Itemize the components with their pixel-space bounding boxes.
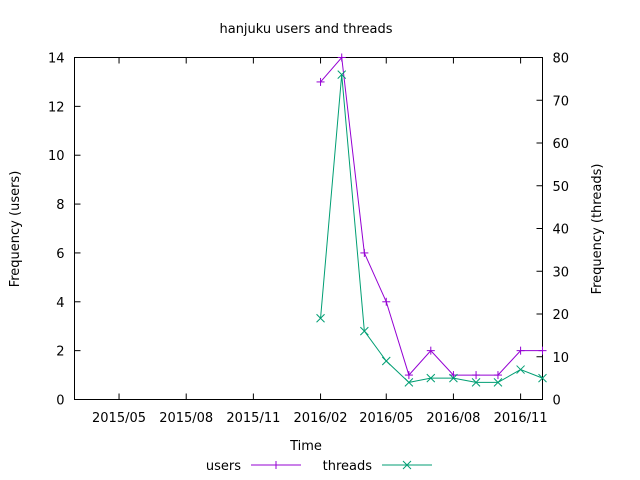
y-tick-label: 12 <box>48 100 65 115</box>
x-tick-label: 2016/05 <box>359 411 413 426</box>
series-threads <box>316 70 547 387</box>
x-tick-label: 2015/11 <box>226 411 280 426</box>
y-tick-label: 4 <box>56 296 64 311</box>
point-threads-b <box>538 373 547 383</box>
y2-tick-label: 20 <box>553 308 570 323</box>
point-threads-b <box>404 378 414 387</box>
x-tick-label: 2016/11 <box>494 411 548 426</box>
y2-tick-label: 70 <box>553 94 570 109</box>
point-threads-b <box>471 378 481 387</box>
point-threads-b <box>316 313 325 323</box>
y2-tick-label: 10 <box>553 351 570 366</box>
y-tick-label: 10 <box>48 149 65 164</box>
y2-tick-label: 80 <box>553 52 570 67</box>
y-axis-right: 0 10 20 30 40 50 60 70 80 <box>536 52 570 409</box>
chart-title: hanjuku users and threads <box>219 22 392 37</box>
series-layer <box>316 53 547 387</box>
y-tick-label: 6 <box>56 247 64 262</box>
y-axis-label-left: Frequency (users) <box>8 171 23 288</box>
y2-tick-label: 40 <box>553 223 570 238</box>
x-tick-label: 2016/02 <box>294 411 348 426</box>
series-users <box>316 53 547 380</box>
point-threads-b <box>359 326 369 336</box>
x-axis-label: Time <box>289 439 322 454</box>
point-threads-b <box>381 356 391 366</box>
y2-tick-label: 30 <box>553 265 570 280</box>
legend-label-users: users <box>206 459 241 474</box>
point-threads-b <box>449 373 458 383</box>
y2-tick-label: 60 <box>553 137 570 152</box>
y-tick-label: 2 <box>56 345 64 360</box>
x-tick-label: 2015/05 <box>92 411 146 426</box>
y-tick-label: 8 <box>56 198 64 213</box>
y2-tick-label: 50 <box>553 180 570 195</box>
plot-area <box>74 57 543 400</box>
y-axis-left: 0 2 4 6 8 10 12 14 <box>48 52 81 409</box>
x-axis: 2015/05 2015/08 2015/11 2016/02 2016/05 2016/… <box>92 57 548 426</box>
point-threads-b <box>337 70 347 79</box>
point-threads-b <box>516 365 525 374</box>
point-threads-b <box>426 373 436 383</box>
point-threads-b <box>493 378 503 387</box>
legend: users threads <box>206 459 432 474</box>
x-tick-label: 2016/08 <box>426 411 480 426</box>
y-tick-label: 14 <box>48 52 65 67</box>
series-line-threads <box>320 74 543 383</box>
legend-label-threads: threads <box>323 459 373 474</box>
y2-tick-label: 0 <box>553 394 561 409</box>
y-tick-label: 0 <box>56 394 64 409</box>
legend-marker-threads-b <box>402 460 412 470</box>
x-tick-label: 2015/08 <box>159 411 213 426</box>
y-axis-label-right: Frequency (threads) <box>590 164 605 295</box>
